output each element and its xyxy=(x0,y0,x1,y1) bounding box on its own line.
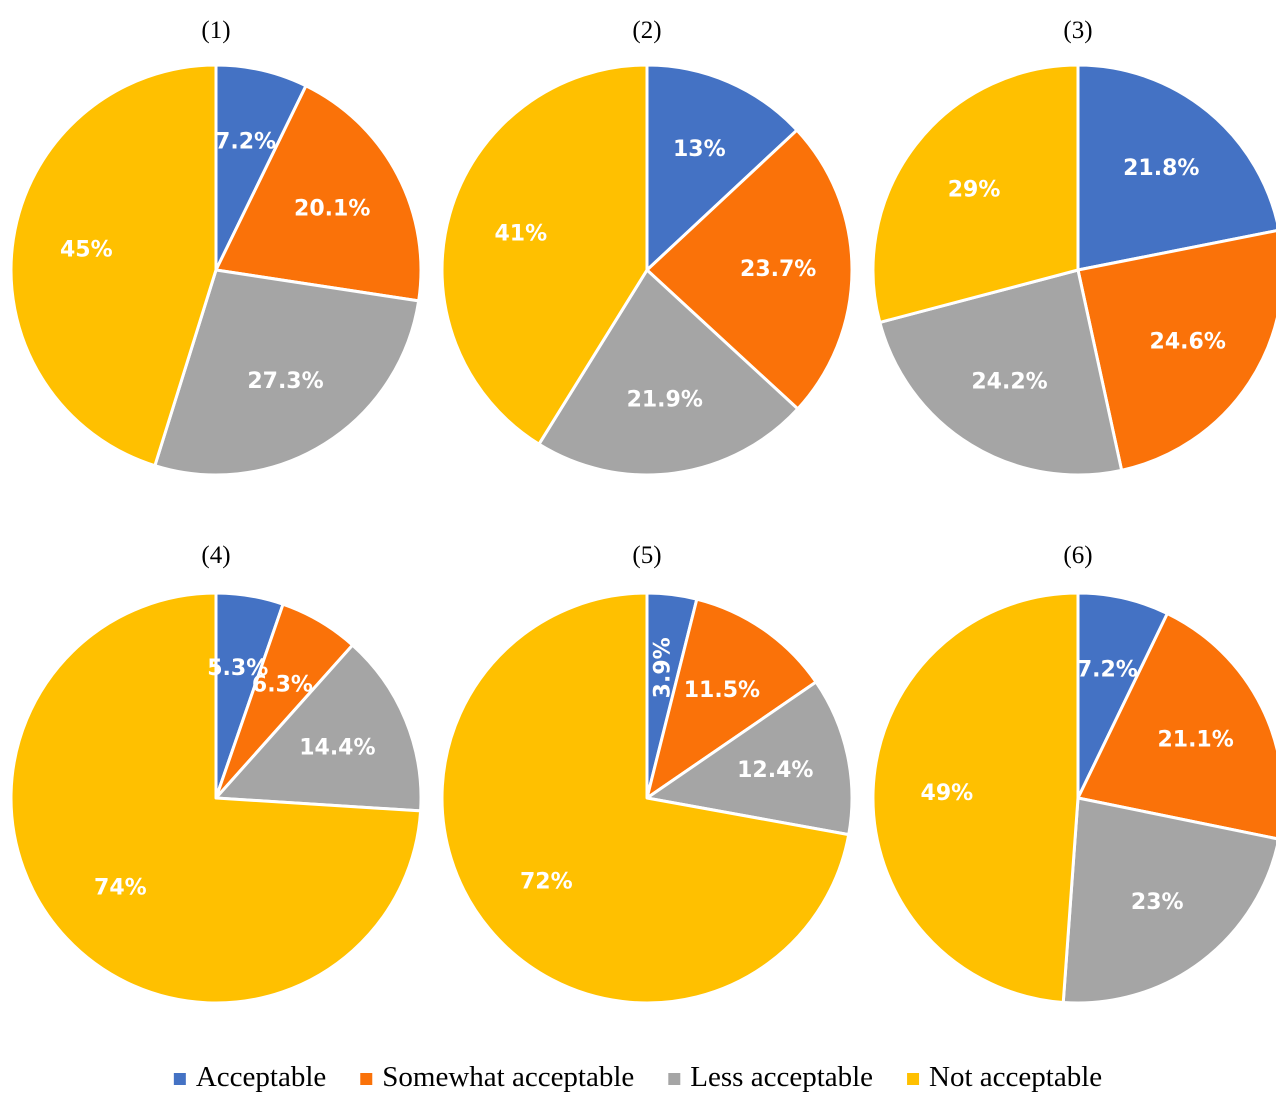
pie-chart-4: (4) 5.3%6.3% 14.4% 74% xyxy=(9,542,423,1005)
legend: Acceptable Somewhat acceptable Less accept… xyxy=(173,1061,1102,1093)
pie-title: (5) xyxy=(632,542,661,569)
legend-label: Acceptable xyxy=(196,1061,326,1093)
pie-title: (1) xyxy=(201,17,230,44)
data-label: 6.3% xyxy=(252,672,313,697)
data-label: 74% xyxy=(94,875,147,900)
pie-slice-less-acceptable xyxy=(537,268,800,477)
legend-label: Less acceptable xyxy=(690,1061,873,1093)
data-label: 3.9% xyxy=(651,637,676,698)
data-label: 11.5% xyxy=(684,678,760,703)
pie-slice-not-acceptable xyxy=(9,591,423,1005)
data-label: 21.1% xyxy=(1157,727,1233,752)
legend-item-not-acceptable: Not acceptable xyxy=(907,1061,1102,1093)
pie-slice-somewhat-acceptable xyxy=(645,597,818,800)
pie-slice-acceptable xyxy=(1076,63,1276,272)
pie-slice-not-acceptable xyxy=(9,63,218,468)
pie-slice-less-acceptable xyxy=(1061,796,1276,1005)
data-label: 20.1% xyxy=(294,197,370,222)
pie-title: (6) xyxy=(1063,542,1092,569)
pie-slice-acceptable xyxy=(645,63,799,272)
data-label: 5.3% xyxy=(207,656,268,681)
data-label: 49% xyxy=(921,781,974,806)
legend-item-acceptable: Acceptable xyxy=(173,1061,326,1093)
data-label: 7.2% xyxy=(1077,658,1138,683)
legend-label: Not acceptable xyxy=(929,1061,1102,1093)
legend-swatch xyxy=(173,1073,186,1085)
pie-slice-somewhat-acceptable xyxy=(645,128,854,411)
pie-slice-less-acceptable xyxy=(878,268,1124,477)
pie-slice-not-acceptable xyxy=(440,63,649,446)
pie-slice-somewhat-acceptable xyxy=(1076,612,1276,841)
data-label: 24.2% xyxy=(971,369,1047,394)
legend-item-less-acceptable: Less acceptable xyxy=(668,1061,873,1093)
data-label: 7.2% xyxy=(215,130,276,155)
pie-chart-2: (2) 13% 23.7% 21.9% 41% xyxy=(440,17,854,477)
data-label: 21.8% xyxy=(1123,156,1199,181)
data-label: 29% xyxy=(948,177,1001,202)
legend-swatch xyxy=(668,1073,681,1085)
pie-slice-less-acceptable xyxy=(645,680,854,837)
pie-slice-less-acceptable xyxy=(214,643,423,813)
pie-slice-somewhat-acceptable xyxy=(214,84,423,303)
data-label: 27.3% xyxy=(247,369,323,394)
legend-swatch xyxy=(907,1073,920,1085)
data-label: 24.6% xyxy=(1150,329,1226,354)
pie-chart-6: (6) 7.2% 21.1% 23% 49% xyxy=(871,542,1276,1005)
data-label: 14.4% xyxy=(299,736,375,761)
data-label: 23% xyxy=(1131,890,1184,915)
data-label: 13% xyxy=(673,137,726,162)
pie-title: (2) xyxy=(632,17,661,44)
data-label: 72% xyxy=(520,870,573,895)
legend-swatch xyxy=(360,1073,373,1085)
pie-title: (3) xyxy=(1063,17,1092,44)
pie-chart-1: (1) 7.2% 20.1% 27.3% 45% xyxy=(9,17,423,477)
data-label: 21.9% xyxy=(627,388,703,413)
pie-title: (4) xyxy=(201,542,230,569)
legend-item-somewhat-acceptable: Somewhat acceptable xyxy=(360,1061,634,1093)
pie-chart-5: (5) 3.9% 11.5% 12.4% 72% xyxy=(440,542,854,1005)
pie-chart-3: (3) 21.8% 24.6% 24.2% 29% xyxy=(871,17,1276,477)
legend-label: Somewhat acceptable xyxy=(382,1061,634,1093)
pie-slice-somewhat-acceptable xyxy=(1076,229,1276,472)
data-label: 45% xyxy=(60,238,113,263)
pie-slice-less-acceptable xyxy=(153,268,421,477)
data-label: 41% xyxy=(494,222,547,247)
data-label: 12.4% xyxy=(737,758,813,783)
pie-slice-not-acceptable xyxy=(871,591,1080,1004)
data-label: 23.7% xyxy=(740,257,816,282)
pie-slice-not-acceptable xyxy=(871,63,1080,324)
pie-slice-not-acceptable xyxy=(440,591,851,1005)
